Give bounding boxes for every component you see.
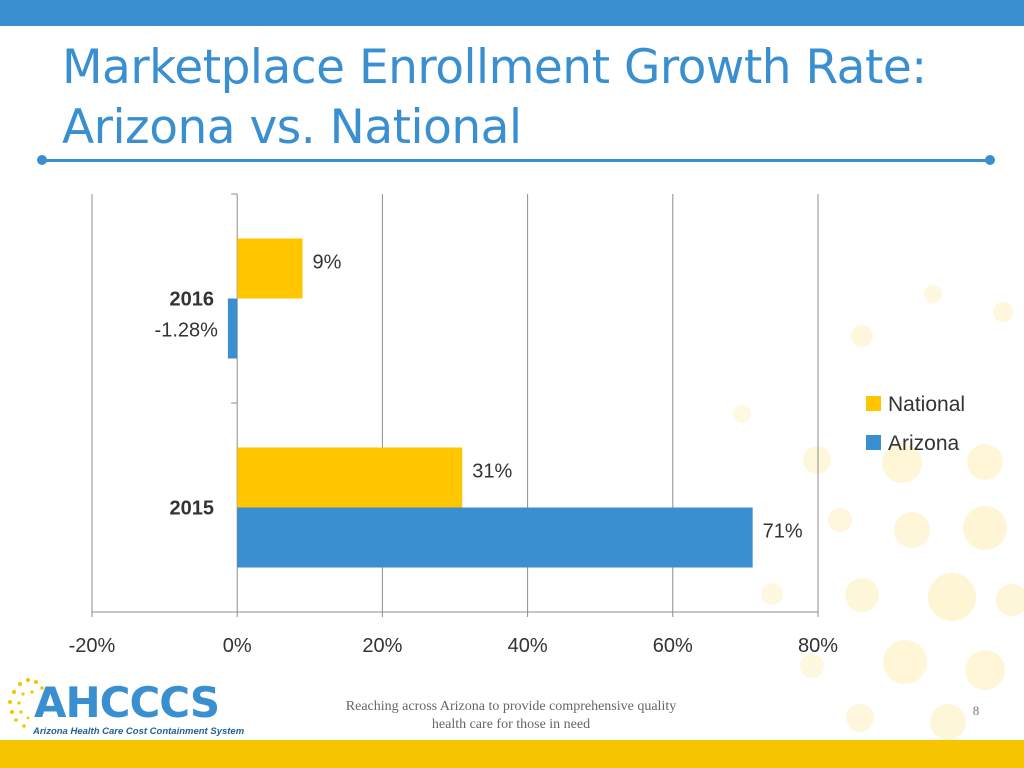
data-label-arizona-2016: -1.28% <box>155 320 219 342</box>
data-label-national-2015: 31% <box>472 461 512 483</box>
legend-swatch-national <box>866 396 881 411</box>
legend-swatch-arizona <box>866 435 881 450</box>
x-tick-label-3: 40% <box>508 635 548 657</box>
bar-national-2015 <box>237 447 463 508</box>
x-tick-label-0: -20% <box>69 635 116 657</box>
bar-national-2016 <box>237 238 303 299</box>
x-tick-label-5: 80% <box>798 635 838 657</box>
footer-tagline: Reaching across Arizona to provide compr… <box>345 699 677 732</box>
category-label-2016: 2016 <box>170 289 215 311</box>
bottom-accent-bar <box>0 740 1024 768</box>
legend-label-national: National <box>888 393 965 416</box>
legend-label-arizona: Arizona <box>888 432 960 455</box>
x-tick-label-1: 0% <box>223 635 252 657</box>
title-underline-left-dot <box>37 155 47 165</box>
title-underline <box>42 159 990 162</box>
ahcccs-logo-wordmark: AHCCCS <box>34 678 220 727</box>
x-tick-label-4: 60% <box>653 635 693 657</box>
data-label-national-2016: 9% <box>313 252 342 274</box>
title-underline-right-dot <box>985 155 995 165</box>
category-label-2015: 2015 <box>170 498 215 520</box>
ahcccs-sun-logo-icon <box>8 678 44 728</box>
data-label-arizona-2015: 71% <box>763 521 803 543</box>
x-tick-label-2: 20% <box>362 635 402 657</box>
bar-arizona-2015 <box>237 507 753 568</box>
bar-arizona-2016 <box>227 298 238 359</box>
top-accent-bar <box>0 0 1024 26</box>
slide-title: Marketplace Enrollment Growth Rate: Ariz… <box>62 40 927 155</box>
ahcccs-logo-subtitle: Arizona Health Care Cost Containment Sys… <box>33 726 245 737</box>
page-number: 8 <box>972 703 980 718</box>
